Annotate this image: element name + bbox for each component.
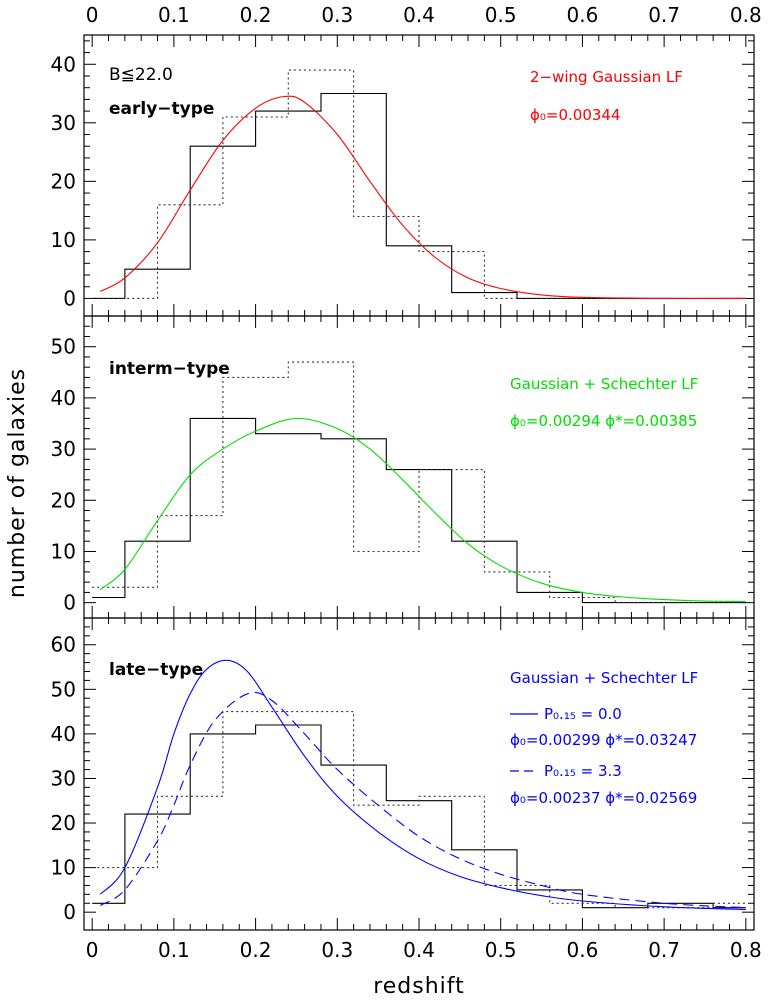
data-layer bbox=[92, 69, 746, 911]
x-tick-label-top: 0.4 bbox=[403, 3, 435, 27]
y-tick-label-late: 40 bbox=[51, 722, 76, 746]
y-tick-label-interm: 50 bbox=[51, 335, 76, 359]
y-tick-label-early: 40 bbox=[51, 52, 76, 76]
x-tick-label-top: 0.5 bbox=[485, 3, 517, 27]
x-tick-label-bottom: 0.2 bbox=[240, 938, 272, 962]
late-model-curve-dashed bbox=[100, 691, 746, 909]
late-legend-dashed-label: P₀.₁₅ = 3.3 bbox=[544, 762, 622, 780]
x-tick-label-bottom: 0.1 bbox=[158, 938, 190, 962]
early-model-name: 2−wing Gaussian LF bbox=[530, 68, 683, 86]
early-model-curve bbox=[100, 95, 746, 300]
interm-solid-histogram bbox=[92, 417, 746, 604]
late-phi-solid: ϕ₀=0.00299 ϕ*=0.03247 bbox=[510, 731, 697, 749]
x-tick-label-bottom: 0.6 bbox=[567, 938, 599, 962]
y-tick-label-late: 10 bbox=[51, 856, 76, 880]
x-tick-label-bottom: 0.3 bbox=[321, 938, 353, 962]
late-phi-dashed: ϕ₀=0.00237 ϕ*=0.02569 bbox=[510, 789, 697, 807]
x-tick-label-bottom: 0.5 bbox=[485, 938, 517, 962]
labels-layer: 000.10.10.20.20.30.30.40.40.50.50.60.60.… bbox=[51, 3, 762, 962]
early-magnitude-cut: B≦22.0 bbox=[109, 65, 173, 85]
y-tick-label-late: 0 bbox=[63, 900, 76, 924]
late-dotted-histogram bbox=[92, 711, 746, 909]
y-tick-label-interm: 0 bbox=[63, 591, 76, 615]
interm-dotted-histogram bbox=[92, 361, 746, 604]
x-tick-label-bottom: 0 bbox=[86, 938, 99, 962]
x-tick-label-top: 0.6 bbox=[567, 3, 599, 27]
x-tick-label-bottom: 0.7 bbox=[648, 938, 680, 962]
late-legend-solid-label: P₀.₁₅ = 0.0 bbox=[544, 705, 622, 723]
x-axis-title: redshift bbox=[373, 974, 465, 999]
interm-model-name: Gaussian + Schechter LF bbox=[510, 375, 698, 393]
y-tick-label-late: 20 bbox=[51, 811, 76, 835]
x-tick-label-top: 0 bbox=[86, 3, 99, 27]
y-tick-label-interm: 20 bbox=[51, 488, 76, 512]
late-panel-label: late−type bbox=[109, 660, 203, 680]
early-panel-label: early−type bbox=[109, 99, 214, 119]
y-tick-label-early: 20 bbox=[51, 169, 76, 193]
early-phi0: ϕ₀=0.00344 bbox=[530, 106, 621, 124]
x-tick-label-top: 0.1 bbox=[158, 3, 190, 27]
y-tick-label-early: 10 bbox=[51, 228, 76, 252]
late-solid-histogram bbox=[92, 724, 746, 909]
x-tick-label-top: 0.7 bbox=[648, 3, 680, 27]
late-model-curve bbox=[99, 659, 746, 911]
x-tick-label-top: 0.2 bbox=[240, 3, 272, 27]
late-model-name: Gaussian + Schechter LF bbox=[510, 669, 698, 687]
x-tick-label-top: 0.8 bbox=[730, 3, 762, 27]
y-tick-label-interm: 30 bbox=[51, 437, 76, 461]
y-tick-label-late: 60 bbox=[51, 633, 76, 657]
x-tick-label-bottom: 0.4 bbox=[403, 938, 435, 962]
y-tick-label-interm: 40 bbox=[51, 386, 76, 410]
early-solid-histogram bbox=[92, 92, 746, 299]
x-tick-label-top: 0.3 bbox=[321, 3, 353, 27]
interm-model-curve bbox=[99, 417, 746, 603]
y-tick-label-early: 0 bbox=[63, 286, 76, 310]
interm-panel-label: interm−type bbox=[109, 359, 230, 379]
y-tick-label-late: 30 bbox=[51, 766, 76, 790]
y-tick-label-interm: 10 bbox=[51, 539, 76, 563]
x-tick-label-bottom: 0.8 bbox=[730, 938, 762, 962]
y-tick-label-late: 50 bbox=[51, 677, 76, 701]
y-tick-label-early: 30 bbox=[51, 111, 76, 135]
ticks-layer bbox=[84, 35, 754, 930]
interm-phi-values: ϕ₀=0.00294 ϕ*=0.00385 bbox=[510, 412, 697, 430]
y-axis-title: number of galaxies bbox=[5, 368, 30, 598]
